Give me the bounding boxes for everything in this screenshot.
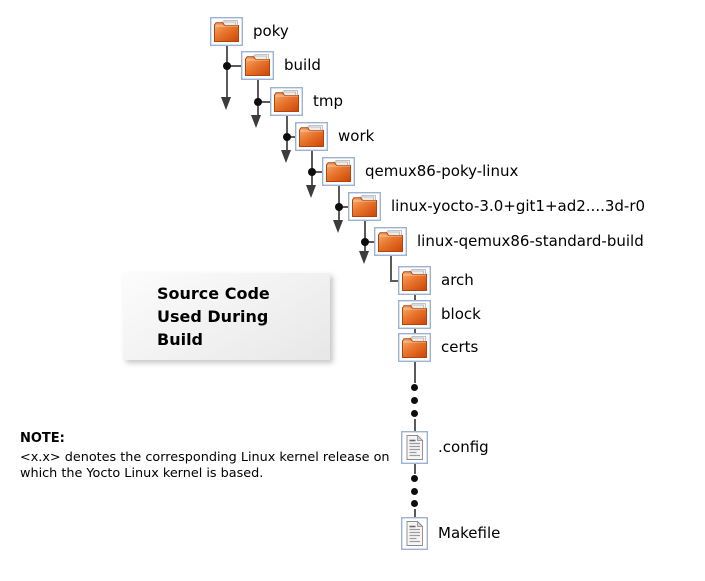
folder-icon: [398, 333, 431, 362]
connector-line: [413, 419, 416, 431]
folder-icon: [398, 300, 431, 329]
note-text: <x.x> denotes the corresponding Linux ke…: [20, 450, 390, 465]
tree-node-block: block: [398, 300, 481, 329]
connector-line: [363, 221, 366, 251]
folder-icon: [241, 51, 274, 80]
vertical-ellipsis-dots: [411, 396, 418, 404]
arrow-down-icon: [333, 219, 343, 233]
connector-line: [389, 256, 392, 282]
arrow-down-icon: [251, 114, 261, 128]
tree-node-poky: poky: [210, 17, 289, 46]
callout-box: Source Code Used During Build: [123, 273, 330, 360]
connector-line: [364, 240, 374, 243]
arrow-down-icon: [281, 149, 291, 163]
tree-node-build: build: [241, 51, 321, 80]
folder-icon: [270, 87, 303, 116]
folder-icon: [295, 122, 328, 151]
node-label: tmp: [313, 92, 344, 110]
node-label: arch: [441, 271, 474, 289]
vertical-ellipsis-dots: [411, 474, 418, 482]
junction-dot: [334, 202, 343, 211]
tree-node-qemux86-poky-linux: qemux86-poky-linux: [322, 157, 518, 186]
tree-node-tmp: tmp: [270, 87, 343, 116]
callout-line: Build: [157, 330, 204, 349]
connector-line: [413, 509, 416, 517]
folder-icon: [322, 157, 355, 186]
arrow-down-icon: [359, 250, 369, 264]
arrow-down-icon: [221, 97, 231, 110]
connector-line: [225, 46, 228, 97]
tree-node-arch: arch: [398, 266, 474, 295]
connector-line: [413, 362, 416, 383]
node-label: work: [338, 127, 375, 145]
connector-line: [413, 464, 416, 474]
tree-node-linux-yocto: linux-yocto-3.0+git1+ad2....3d-r0: [348, 192, 645, 221]
node-label: linux-yocto-3.0+git1+ad2....3d-r0: [391, 197, 646, 215]
folder-icon: [374, 227, 407, 256]
connector-line: [413, 295, 416, 300]
node-label: .config: [438, 438, 489, 456]
vertical-ellipsis-dots: [411, 383, 418, 391]
callout-line: Source Code: [157, 284, 270, 303]
connector-line: [413, 329, 416, 333]
connector-line: [257, 100, 270, 103]
node-label: certs: [441, 338, 479, 356]
document-icon: [401, 517, 428, 550]
connector-line: [338, 205, 348, 208]
tree-node-linux-qemux86-standard-build: linux-qemux86-standard-build: [374, 227, 644, 256]
junction-dot: [360, 237, 369, 246]
folder-icon: [348, 192, 381, 221]
node-label: qemux86-poky-linux: [365, 162, 519, 180]
tree-node-makefile: Makefile: [401, 517, 500, 550]
node-label: poky: [253, 22, 289, 40]
node-label: build: [284, 56, 321, 74]
node-label: Makefile: [438, 524, 501, 542]
connector-line: [286, 135, 295, 138]
tree-node-config: .config: [401, 431, 489, 464]
tree-node-certs: certs: [398, 333, 478, 362]
junction-dot: [222, 61, 231, 70]
document-icon: [401, 431, 428, 464]
connector-line: [226, 64, 241, 67]
vertical-ellipsis-dots: [411, 499, 418, 507]
note-title: NOTE:: [20, 431, 65, 446]
junction-dot: [307, 167, 316, 176]
vertical-ellipsis-dots: [411, 409, 418, 417]
tree-node-work: work: [295, 122, 374, 151]
folder-icon: [210, 17, 243, 46]
vertical-ellipsis-dots: [411, 487, 418, 495]
note-block: NOTE: <x.x> denotes the corresponding Li…: [20, 431, 390, 482]
connector-line: [389, 279, 399, 282]
connector-line: [311, 170, 322, 173]
callout-line: Used During: [157, 307, 269, 326]
note-text: which the Yocto Linux kernel is based.: [20, 466, 264, 481]
arrow-down-icon: [306, 184, 316, 198]
node-label: linux-qemux86-standard-build: [417, 232, 644, 250]
folder-icon: [398, 266, 431, 295]
node-label: block: [441, 305, 481, 323]
junction-dot: [253, 97, 262, 106]
junction-dot: [282, 132, 291, 141]
